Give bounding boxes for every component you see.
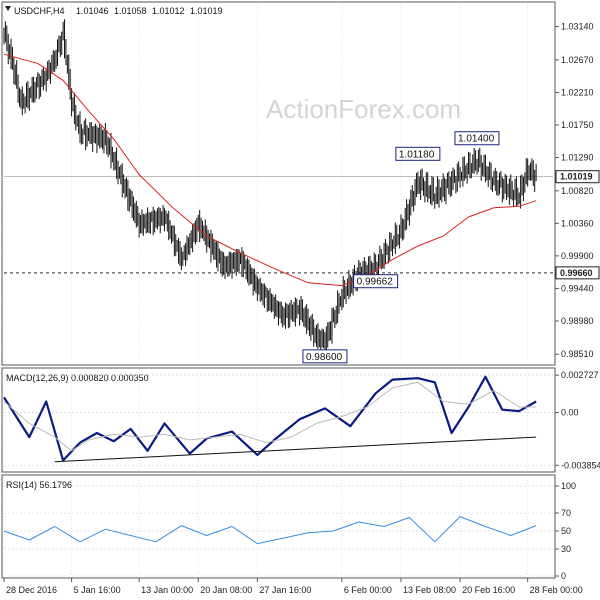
y-tick-label: 0.00 [561,407,579,417]
price-marks: 0.98600 0.99662 1.01180 1.01400 [3,4,553,364]
x-tick-label: 27 Jan 16:00 [259,585,311,595]
rsi-marks [3,477,553,577]
moving-average-line [3,53,537,287]
price-header-symbol: USDCHF,H4 [14,6,65,16]
macd-line [3,375,537,462]
y-tick-label: 100 [561,481,576,491]
y-tick-label: 0 [561,571,566,581]
time-x-axis: 28 Dec 2016 5 Jan 16:00 13 Jan 00:00 20 Jan… [3,578,583,595]
rsi-y-axis: 100 70 50 30 0 [555,481,576,581]
y-tick-label: 50 [561,526,571,536]
rsi-title: RSI(14) 56.1796 [6,480,72,490]
support-line-label: 0.99660 [560,268,593,278]
y-tick-label: 1.02670 [561,55,594,65]
macd-marks [3,370,553,470]
rsi-panel: RSI(14) 56.1796 100 70 50 30 0 [1,474,576,581]
y-tick-label: 1.01290 [561,153,594,163]
price-annotation-box [353,274,399,289]
macd-panel-frame [1,367,556,473]
trendline-line [54,436,537,463]
price-annotation-box [302,349,348,364]
collapse-triangle-icon[interactable] [5,6,11,11]
price-annotation-box [395,146,441,161]
x-tick-label: 13 Jan 00:00 [141,585,193,595]
rsi-line [3,516,537,545]
price-header-value: 1.01046 [76,6,109,16]
signal-line [3,381,537,452]
rsi-panel-frame [1,474,556,579]
price-header-value: 1.01012 [152,6,185,16]
y-tick-label: 0.99900 [561,251,594,261]
y-tick-label: 70 [561,508,571,518]
y-tick-label: -0.003854 [561,460,600,470]
x-tick-label: 5 Jan 16:00 [74,585,121,595]
price-panel: ActionForex.com USDCHF,H4 1.01046 1.0105… [1,1,600,366]
x-tick-label: 6 Feb 00:00 [344,585,392,595]
x-tick-label: 28 Dec 2016 [6,585,57,595]
y-tick-label: 0.002727 [561,370,599,380]
macd-panel: MACD(12,26,9) 0.000820 0.000350 0.002727… [1,367,600,473]
y-tick-label: 1.00820 [561,186,594,196]
current-price-tag [555,170,600,184]
price-annotation-label: 1.01400 [458,134,495,145]
price-annotation-label: 0.98600 [306,352,343,363]
x-tick-label: 13 Feb 08:00 [403,585,456,595]
price-annotation-box [454,131,500,146]
y-tick-label: 0.98980 [561,316,594,326]
y-tick-label: 30 [561,544,571,554]
price-annotation-label: 1.01180 [399,149,435,160]
price-header-value: 1.01019 [190,6,223,16]
y-tick-label: 1.03140 [561,22,594,32]
y-tick-label: 0.99440 [561,283,594,293]
support-line-tag [555,266,600,280]
x-tick-label: 28 Feb 00:00 [530,585,583,595]
x-tick-label: 20 Feb 16:00 [462,585,515,595]
macd-y-axis: 0.002727 0.00 -0.003854 [555,370,600,470]
price-y-axis: 1.03140 1.02670 1.02210 1.01750 1.01290 1.008… [555,22,600,359]
price-annotation-label: 0.99662 [357,277,394,288]
x-tick-label: 20 Jan 08:00 [200,585,252,595]
y-tick-label: 1.00360 [561,218,594,228]
y-tick-label: 1.02210 [561,87,594,97]
current-price-label: 1.01019 [560,172,593,182]
price-header-value: 1.01058 [114,6,147,16]
y-tick-label: 0.98510 [561,349,594,359]
watermark: ActionForex.com [266,94,461,124]
y-tick-label: 1.01750 [561,120,594,130]
macd-title: MACD(12,26,9) 0.000820 0.000350 [6,373,149,383]
